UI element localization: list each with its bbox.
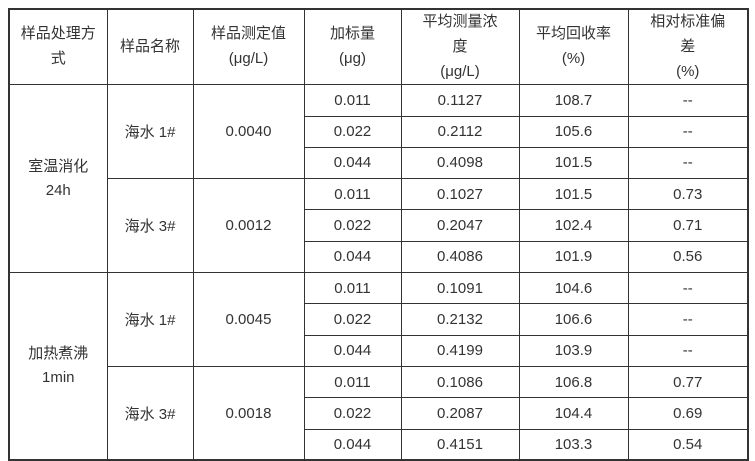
table-row: 0.044 0.4199 103.9 -- [9,334,749,367]
column-unit: (μg/L) [440,62,480,80]
recovery-cell: 108.7 [518,84,629,117]
table-row: 海水 3# 0.0012 0.011 0.1027 101.5 0.73 [9,178,749,274]
avg-concentration-cell: 0.2087 [400,397,520,430]
column-label: 加标量 [329,25,375,43]
recovery-cell: 105.6 [518,115,629,148]
table-row: 0.022 0.2087 104.4 0.69 [9,397,749,430]
col-header-spike-amount: 加标量 (μg) [303,8,402,86]
avg-concentration-cell: 0.4199 [400,334,520,367]
table-body: 室温消化 24h 海水 1# 0.0040 0.011 0.1127 108.7 -- 0.0… [8,84,749,461]
rsd-cell: 0.77 [627,365,749,399]
measured-value-cell: 0.0018 [192,365,305,461]
rsd-cell: -- [627,146,749,180]
rsd-cell: -- [627,84,749,117]
avg-concentration-cell: 0.4151 [400,428,520,461]
sample-name-cell: 海水 3# [106,178,194,274]
column-unit: (%) [561,50,586,68]
recovery-cell: 106.6 [518,303,629,336]
spike-amount-cell: 0.011 [303,84,402,117]
avg-concentration-cell: 0.1027 [400,178,520,211]
rsd-cell: 0.54 [627,428,749,461]
column-unit: (μg/L) [228,50,269,68]
recovery-cell: 103.3 [518,428,629,461]
rsd-cell: -- [627,115,749,148]
spike-amount-cell: 0.044 [303,240,402,274]
recovery-cell: 103.9 [518,334,629,367]
spike-amount-cell: 0.044 [303,428,402,461]
table-row: 0.022 0.2132 106.6 -- [9,303,749,336]
recovery-cell: 101.9 [518,240,629,274]
sample-name-cell: 海水 1# [106,272,194,367]
recovery-cell: 104.4 [518,397,629,430]
spike-amount-cell: 0.022 [303,397,402,430]
recovery-cell: 101.5 [518,146,629,180]
col-header-treatment: 样品处理方式 [8,8,108,86]
avg-concentration-cell: 0.1091 [400,272,520,305]
avg-concentration-cell: 0.1127 [400,84,520,117]
sample-name-cell: 海水 1# [106,84,194,180]
rsd-cell: -- [627,272,749,305]
column-label: 样品处理方式 [20,25,96,68]
table-row: 室温消化 24h 海水 1# 0.0040 0.011 0.1127 108.7 -- [8,84,749,274]
col-header-recovery: 平均回收率 (%) [518,8,629,86]
column-unit: (%) [676,62,700,80]
avg-concentration-cell: 0.2047 [400,209,520,242]
column-label: 相对标准偏差 [650,13,726,55]
spike-amount-cell: 0.011 [303,365,402,399]
treatment-cell: 室温消化 24h [8,84,108,274]
avg-concentration-cell: 0.2112 [400,115,520,148]
spike-amount-cell: 0.022 [303,115,402,148]
table-header: 样品处理方式 样品名称 样品测定值 (μg/L) 加标量 (μg) 平均测量浓度 (μ… [8,8,749,86]
rsd-cell: 0.56 [627,240,749,274]
avg-concentration-cell: 0.4086 [400,240,520,274]
table-row: 加热煮沸 1min 海水 1# 0.0045 0.011 0.1091 104.6 -- [8,272,749,461]
rsd-cell: 0.71 [627,209,749,242]
spike-amount-cell: 0.044 [303,146,402,180]
recovery-cell: 101.5 [518,178,629,211]
col-header-sample-name: 样品名称 [106,8,194,86]
col-header-rsd: 相对标准偏差 (%) [627,8,749,86]
column-label: 平均测量浓度 [422,13,498,55]
rsd-cell: 0.73 [627,178,749,211]
avg-concentration-cell: 0.1086 [400,365,520,399]
avg-concentration-cell: 0.4098 [400,146,520,180]
treatment-cell: 加热煮沸 1min [8,272,108,461]
recovery-cell: 106.8 [518,365,629,399]
measured-value-cell: 0.0012 [192,178,305,274]
spike-amount-cell: 0.011 [303,272,402,305]
measured-value-cell: 0.0045 [192,272,305,367]
col-header-measured-value: 样品测定值 (μg/L) [192,8,305,86]
spike-amount-cell: 0.011 [303,178,402,211]
table-row: 海水 3# 0.0018 0.011 0.1086 106.8 0.77 [9,365,749,461]
table-row: 0.044 0.4098 101.5 -- [9,146,749,180]
rsd-cell: -- [627,303,749,336]
rsd-cell: -- [627,334,749,367]
rsd-cell: 0.69 [627,397,749,430]
header-row: 样品处理方式 样品名称 样品测定值 (μg/L) 加标量 (μg) 平均测量浓度 (μ… [8,8,749,86]
avg-concentration-cell: 0.2132 [400,303,520,336]
col-header-avg-concentration: 平均测量浓度 (μg/L) [400,8,520,86]
column-label: 样品名称 [119,37,180,55]
column-label: 样品测定值 [210,25,286,43]
table-row: 0.022 0.2047 102.4 0.71 [9,209,749,242]
spike-amount-cell: 0.044 [303,334,402,367]
column-unit: (μg) [339,50,366,68]
spike-amount-cell: 0.022 [303,209,402,242]
recovery-cell: 104.6 [518,272,629,305]
recovery-table: 样品处理方式 样品名称 样品测定值 (μg/L) 加标量 (μg) 平均测量浓度 (μ… [8,8,749,461]
column-label: 平均回收率 [535,25,611,43]
recovery-cell: 102.4 [518,209,629,242]
sample-name-cell: 海水 3# [106,365,194,461]
table-row: 0.022 0.2112 105.6 -- [9,115,749,148]
measured-value-cell: 0.0040 [192,84,305,180]
spike-amount-cell: 0.022 [303,303,402,336]
